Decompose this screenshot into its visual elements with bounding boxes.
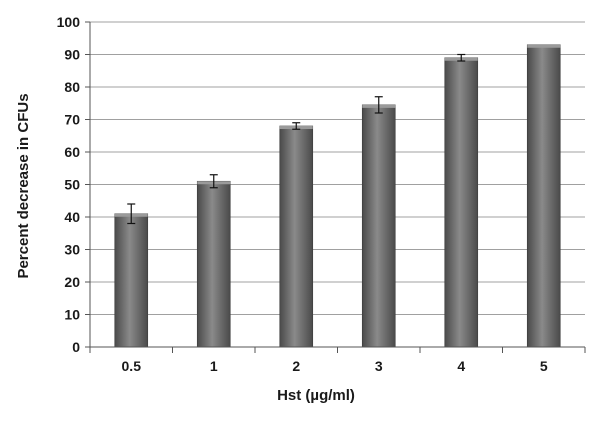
x-tick-label: 5 (540, 358, 548, 374)
bars (114, 44, 561, 348)
y-tick-label: 40 (64, 209, 80, 225)
y-tick-label: 80 (64, 79, 80, 95)
gridlines (90, 21, 585, 315)
bar (526, 44, 561, 348)
y-axis-title: Percent decrease in CFUs (15, 93, 32, 278)
x-tick-label: 3 (375, 358, 383, 374)
bar (361, 104, 396, 348)
y-tick-label: 20 (64, 274, 80, 290)
x-tick-label: 2 (292, 358, 300, 374)
bar-top (527, 44, 561, 48)
axes (85, 21, 586, 353)
bar (279, 125, 314, 348)
y-tick-label: 50 (64, 177, 80, 193)
bar (114, 213, 149, 348)
y-tick-label: 90 (64, 47, 80, 63)
y-tick-label: 0 (72, 339, 80, 355)
bar (444, 57, 479, 348)
y-tick-label: 10 (64, 307, 80, 323)
bar (196, 180, 231, 348)
y-tick-label: 60 (64, 144, 80, 160)
y-tick-label: 100 (57, 14, 81, 30)
x-axis-title: Hst (µg/ml) (277, 387, 355, 404)
x-tick-label: 1 (210, 358, 218, 374)
y-tick-label: 30 (64, 242, 80, 258)
x-tick-label: 0.5 (122, 358, 142, 374)
y-tick-label: 70 (64, 112, 80, 128)
tick-labels: 0 10 20 30 40 50 60 70 80 90 100 0.5 1 2 3 4 5 (57, 14, 548, 374)
x-tick-label: 4 (457, 358, 465, 374)
